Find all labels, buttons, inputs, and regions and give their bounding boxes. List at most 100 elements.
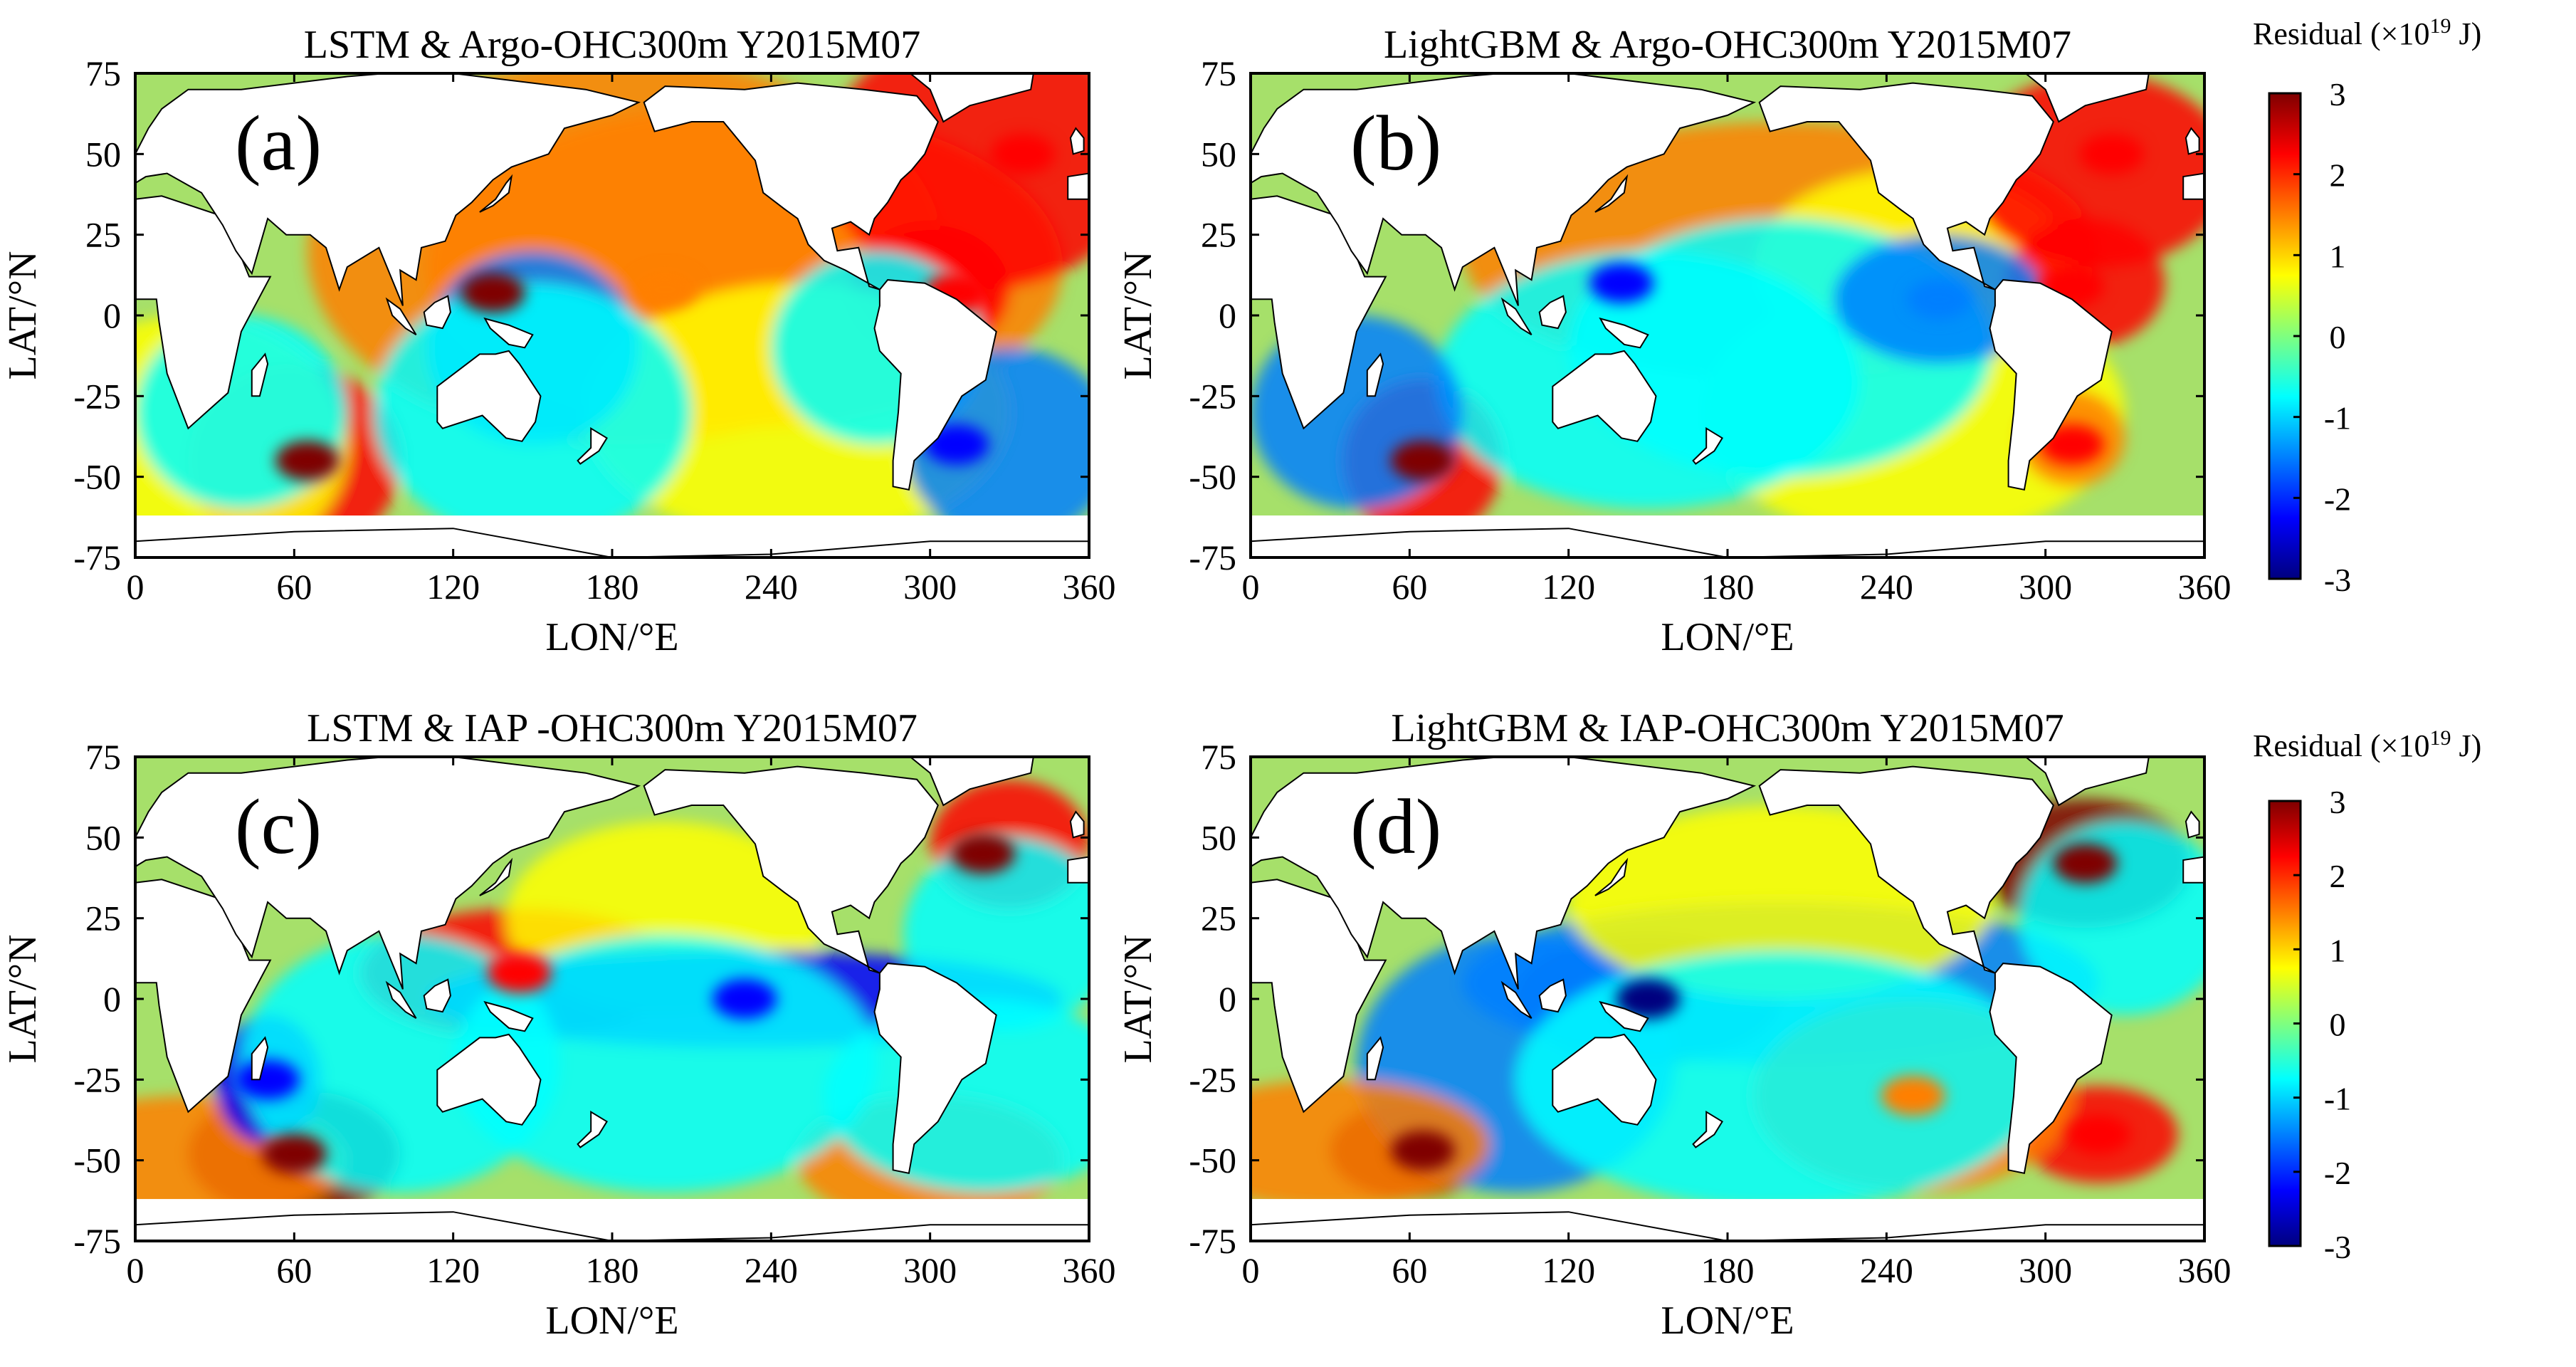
colorbar-tick-label: 1 <box>2330 238 2346 274</box>
land-sumatra <box>385 297 417 336</box>
residual-patch <box>241 934 559 1193</box>
land-iberia <box>2182 856 2204 884</box>
residual-feature-a-4 <box>990 134 1055 174</box>
x-tick-label: 120 <box>426 567 480 607</box>
x-tick-label: 300 <box>2019 567 2072 607</box>
land-greenland <box>2024 757 2150 807</box>
y-tick-label: 0 <box>103 979 121 1019</box>
land-uk <box>1069 127 1085 155</box>
y-tick-label: 50 <box>1201 817 1236 857</box>
residual-features <box>236 834 1016 1174</box>
colorbar-tick-label: 3 <box>2330 784 2346 820</box>
x-tick-label: 300 <box>2019 1250 2072 1290</box>
panel-title: LightGBM & Argo-OHC300m Y2015M07 <box>1384 23 2071 67</box>
land-japan <box>479 174 513 213</box>
panel-label: (c) <box>235 783 322 870</box>
x-tick-label: 240 <box>1860 567 1913 607</box>
land-new-guinea <box>483 317 534 349</box>
x-tick-label: 0 <box>1242 567 1260 607</box>
y-tick-label: 0 <box>103 295 121 335</box>
land-sumatra <box>1500 297 1533 336</box>
land-eurasia <box>135 757 641 990</box>
residual-feature-a-0 <box>461 273 525 313</box>
land-uk <box>2185 810 2200 839</box>
land-greenland <box>909 73 1034 123</box>
land-new-guinea <box>483 1000 534 1032</box>
land-borneo <box>423 978 451 1013</box>
land-australia <box>1552 1033 1657 1126</box>
residual-features <box>1390 843 2131 1171</box>
x-tick-label: 60 <box>1392 567 1427 607</box>
residual-feature-c-0 <box>487 953 552 993</box>
land-south-america <box>1989 963 2113 1174</box>
land-new-zealand <box>577 1110 608 1148</box>
x-tick-label: 360 <box>1063 567 1116 607</box>
land-north-america <box>643 82 939 290</box>
land-japan <box>1594 857 1629 896</box>
colorbar-tick-label: -1 <box>2324 400 2351 436</box>
map-panel-a: 0 60 120 180 240 300 360 75 50 25 0 -25 -50 -75 LSTM &… <box>1 23 1116 659</box>
residual-feature-c-4 <box>236 1059 300 1100</box>
y-tick-label: 75 <box>1201 53 1236 93</box>
panel-title: LSTM & Argo-OHC300m Y2015M07 <box>304 23 921 67</box>
y-tick-label: -25 <box>1189 376 1236 416</box>
land-borneo <box>423 295 451 330</box>
x-tick-label: 360 <box>1063 1250 1116 1290</box>
land-japan <box>1594 174 1629 213</box>
land-north-america <box>1758 765 2054 974</box>
land-antarctica <box>1251 528 2204 557</box>
y-tick-label: 75 <box>85 53 121 93</box>
map-panel-d: 0 60 120 180 240 300 360 75 50 25 0 -25 -50 -75 LightG… <box>1116 706 2231 1343</box>
coastlines <box>1251 757 2204 1241</box>
colorbar-tick-label: 3 <box>2330 76 2346 112</box>
colorbar-title: Residual (×1019 J) <box>2253 14 2481 51</box>
map-panel-c: 0 60 120 180 240 300 360 75 50 25 0 -25 -50 -75 LSTM &… <box>1 706 1116 1343</box>
y-tick-label: -75 <box>73 538 121 577</box>
land-eurasia <box>1251 757 1757 990</box>
x-tick-label: 300 <box>903 1250 957 1290</box>
x-tick-label: 0 <box>127 1250 144 1290</box>
y-tick-label: 0 <box>1219 979 1236 1019</box>
y-tick-label: -75 <box>73 1221 121 1261</box>
map-panel-b: 0 60 120 180 240 300 360 75 50 25 0 -25 -50 -75 LightG… <box>1116 23 2231 659</box>
y-tick-label: 0 <box>1219 295 1236 335</box>
x-axis-label: LON/°E <box>545 615 678 659</box>
map-panels: 0 60 120 180 240 300 360 75 50 25 0 -25 -50 -75 LSTM &… <box>1 23 2231 1343</box>
y-tick-label: 25 <box>85 899 121 938</box>
land-eurasia <box>135 73 641 306</box>
land-iberia <box>1067 172 1089 200</box>
colorbar-tick-label: -3 <box>2324 1229 2351 1265</box>
y-tick-label: -50 <box>1189 457 1236 497</box>
land-uk <box>2185 127 2200 155</box>
x-tick-label: 180 <box>586 567 639 607</box>
x-tick-label: 120 <box>426 1250 480 1290</box>
land-australia <box>1552 350 1657 442</box>
land-south-america <box>873 279 997 491</box>
land-greenland <box>2024 73 2150 123</box>
y-tick-label: -25 <box>73 376 121 416</box>
coastlines <box>135 73 1089 557</box>
land-sumatra <box>1500 980 1533 1020</box>
land-uk <box>1069 810 1085 839</box>
colorbars: 3 2 1 0 -1 -2 -3 Residual (×1019 J) 3 2 1 0 -1 -2 -3 Re… <box>2253 14 2481 1265</box>
colorbar-title: Residual (×1019 J) <box>2253 726 2481 763</box>
y-tick-label: 50 <box>85 817 121 857</box>
y-tick-label: -50 <box>73 457 121 497</box>
colorbar-tick-label: -3 <box>2324 562 2351 598</box>
land-africa <box>1251 879 1387 1114</box>
y-axis-label: LAT/°N <box>1 934 45 1063</box>
land-madagascar <box>251 1036 269 1081</box>
y-tick-label: -50 <box>73 1141 121 1180</box>
residual-patch <box>1251 1079 1489 1209</box>
y-tick-label: 50 <box>1201 134 1236 174</box>
land-australia <box>436 350 542 442</box>
residual-feature-c-2 <box>951 834 1016 874</box>
x-tick-label: 240 <box>1860 1250 1913 1290</box>
land-north-america <box>1758 82 2054 290</box>
panel-label: (b) <box>1350 100 1441 187</box>
x-tick-label: 60 <box>1392 1250 1427 1290</box>
x-tick-label: 360 <box>2178 567 2231 607</box>
panel-label: (a) <box>235 100 322 187</box>
residual-feature-d-3 <box>1881 1076 1945 1116</box>
residual-feature-d-1 <box>2053 843 2118 884</box>
